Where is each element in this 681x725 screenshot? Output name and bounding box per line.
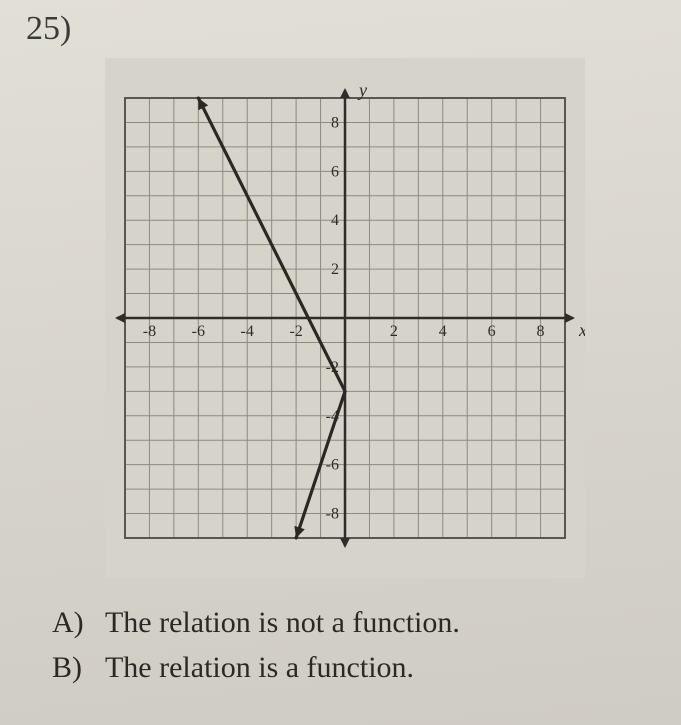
svg-text:-8: -8 [326,506,339,523]
answer-choice-b: B) The relation is a function. [52,645,661,690]
svg-text:x: x [578,320,585,340]
answer-choice-a: A) The relation is not a function. [52,600,661,645]
svg-text:6: 6 [331,163,339,180]
answer-text: The relation is not a function. [105,606,460,639]
question-number: 25) [26,10,71,48]
svg-text:2: 2 [331,261,339,278]
svg-text:8: 8 [537,323,545,340]
svg-text:-8: -8 [143,323,156,340]
svg-text:-6: -6 [326,457,339,474]
svg-text:-4: -4 [241,323,254,340]
svg-text:4: 4 [439,323,447,340]
svg-text:-6: -6 [192,323,205,340]
svg-text:8: 8 [331,114,339,131]
svg-text:2: 2 [390,323,398,340]
svg-text:-2: -2 [289,323,302,340]
chart-svg: -8-6-4-22468-8-6-4-22468yx [105,58,585,578]
svg-text:4: 4 [331,212,339,229]
answer-letter: B) [52,645,98,690]
answer-text: The relation is a function. [105,651,414,684]
worksheet-page: 25) -8-6-4-22468-8-6-4-22468yx A) The re… [0,0,681,725]
svg-text:y: y [357,80,367,100]
answer-choices: A) The relation is not a function. B) Th… [52,600,661,690]
coordinate-plane: -8-6-4-22468-8-6-4-22468yx [105,58,585,578]
answer-letter: A) [52,600,98,645]
svg-text:6: 6 [488,323,496,340]
